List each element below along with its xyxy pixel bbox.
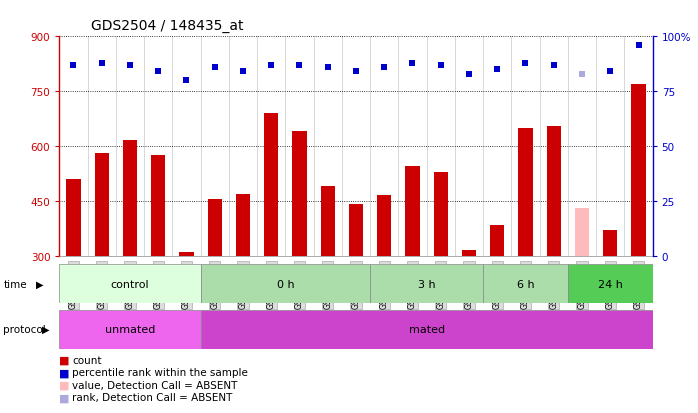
Bar	[483, 264, 568, 304]
Text: GDS2504 / 148435_at: GDS2504 / 148435_at	[91, 19, 243, 33]
Bar	[236, 194, 250, 256]
Text: ■: ■	[59, 380, 70, 390]
Bar	[123, 141, 137, 256]
Bar	[200, 264, 370, 304]
Text: rank, Detection Call = ABSENT: rank, Detection Call = ABSENT	[72, 392, 232, 402]
Bar	[59, 264, 200, 304]
Text: ▶: ▶	[42, 324, 50, 335]
Bar	[519, 128, 533, 256]
Bar	[632, 85, 646, 256]
Bar	[59, 310, 200, 349]
Bar	[603, 230, 617, 256]
Bar	[377, 196, 392, 256]
Text: 3 h: 3 h	[418, 279, 436, 289]
Bar	[151, 156, 165, 256]
Bar	[462, 251, 476, 256]
Text: time: time	[3, 279, 27, 289]
Bar	[66, 179, 80, 256]
Text: unmated: unmated	[105, 324, 155, 335]
Text: 0 h: 0 h	[276, 279, 294, 289]
Text: mated: mated	[408, 324, 445, 335]
Bar	[406, 167, 419, 256]
Bar	[179, 252, 193, 256]
Text: protocol: protocol	[3, 324, 46, 335]
Bar	[349, 205, 363, 256]
Bar	[320, 187, 335, 256]
Bar	[568, 264, 653, 304]
Text: value, Detection Call = ABSENT: value, Detection Call = ABSENT	[72, 380, 237, 390]
Bar	[490, 225, 504, 256]
Text: ■: ■	[59, 392, 70, 402]
Text: 24 h: 24 h	[597, 279, 623, 289]
Text: ■: ■	[59, 355, 70, 365]
Bar	[547, 126, 560, 256]
Text: 6 h: 6 h	[517, 279, 534, 289]
Text: control: control	[111, 279, 149, 289]
Text: count: count	[72, 355, 101, 365]
Text: percentile rank within the sample: percentile rank within the sample	[72, 368, 248, 377]
Bar	[264, 114, 279, 256]
Bar	[200, 310, 653, 349]
Text: ■: ■	[59, 368, 70, 377]
Text: ▶: ▶	[36, 279, 44, 289]
Bar	[575, 209, 589, 256]
Bar	[292, 132, 306, 256]
Bar	[433, 172, 448, 256]
Bar	[370, 264, 483, 304]
Bar	[95, 154, 109, 256]
Bar	[207, 199, 222, 256]
